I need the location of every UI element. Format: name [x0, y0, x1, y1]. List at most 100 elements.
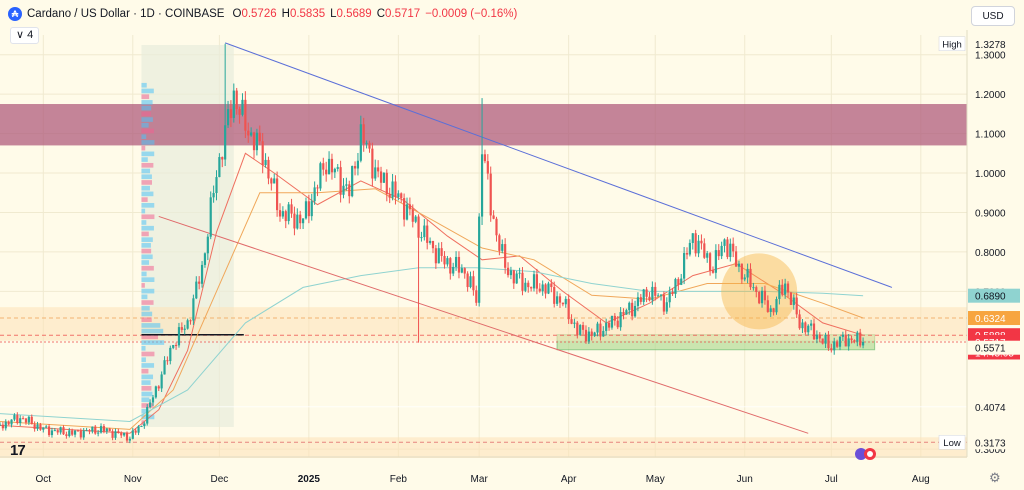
- candle-body: [47, 426, 51, 436]
- tradingview-logo[interactable]: 17: [10, 442, 26, 459]
- candle-body: [561, 302, 564, 305]
- candle-body: [198, 281, 201, 284]
- candle-body: [16, 415, 19, 424]
- settings-gear-icon[interactable]: ⚙: [989, 470, 1001, 485]
- candle-body: [674, 279, 677, 294]
- candle-body: [59, 427, 62, 433]
- candle-body: [267, 159, 270, 179]
- volume-profile-bar: [141, 122, 149, 128]
- volume-profile-bar: [141, 82, 147, 88]
- candle-body: [434, 248, 437, 264]
- y-tick-label: 1.0000: [975, 169, 1006, 180]
- candle-body: [224, 125, 227, 160]
- candle-body: [296, 214, 299, 229]
- volume-profile-bar: [141, 408, 147, 414]
- candle-body: [131, 430, 134, 439]
- candle-body: [166, 360, 169, 362]
- x-tick-label: Mar: [471, 474, 489, 485]
- candle-body: [330, 158, 334, 173]
- candle-body: [157, 386, 160, 389]
- volume-profile-bar: [141, 391, 153, 397]
- candle-body: [426, 225, 429, 243]
- ma-slow-line: [0, 267, 864, 423]
- candle-body: [688, 242, 691, 255]
- candle-body: [226, 109, 230, 126]
- price-marker-value: 0.6890: [975, 292, 1006, 303]
- candle-body: [509, 270, 513, 276]
- candle-body: [382, 172, 386, 183]
- currency-selector[interactable]: USD: [971, 6, 1015, 26]
- candle-body: [708, 253, 712, 271]
- candle-body: [417, 216, 420, 238]
- price-marker-value: 0.5571: [975, 344, 1006, 355]
- candle-body: [489, 173, 492, 216]
- candle-body: [368, 142, 371, 149]
- volume-profile-bar: [141, 185, 150, 191]
- candle-body: [651, 286, 654, 301]
- candle-body: [10, 419, 13, 425]
- candle-body: [238, 109, 241, 115]
- candle-body: [229, 109, 233, 118]
- price-marker-value: 0.3173: [975, 438, 1006, 449]
- price-marker-box: [968, 340, 1020, 355]
- candle-body: [405, 204, 409, 220]
- candle-body: [720, 245, 723, 257]
- volume-profile-bar: [141, 260, 150, 265]
- volume-profile-bar: [141, 294, 148, 300]
- ma-fast-line: [0, 152, 864, 434]
- candle-body: [567, 298, 570, 320]
- candle-body: [452, 266, 455, 274]
- price-axis-background: [967, 0, 1024, 490]
- symbol-title[interactable]: Cardano / US Dollar · 1D · COINBASE: [27, 8, 225, 20]
- candle-body: [114, 431, 117, 438]
- indicators-toggle-button[interactable]: ∨ 4: [10, 27, 40, 44]
- candle-body: [319, 163, 322, 189]
- candle-body: [313, 187, 316, 202]
- emoji-pin-icon[interactable]: [852, 446, 878, 462]
- candle-body: [79, 430, 82, 438]
- low-label: L: [330, 8, 337, 20]
- volume-profile-bar: [141, 168, 151, 174]
- candle-body: [186, 320, 189, 329]
- candle-body: [694, 233, 697, 254]
- candle-body: [128, 438, 131, 441]
- candle-body: [616, 320, 619, 328]
- candle-body: [847, 338, 850, 347]
- x-tick-label: May: [646, 474, 665, 485]
- candle-body: [102, 426, 106, 432]
- candle-body: [504, 244, 507, 268]
- candle-body: [532, 274, 536, 289]
- y-tick-label: 0.9000: [975, 208, 1006, 219]
- zone-resistance: [0, 104, 967, 146]
- candle-body: [524, 282, 527, 291]
- candle-body: [362, 124, 365, 144]
- candle-body: [333, 168, 336, 173]
- volume-profile-bar: [141, 300, 154, 305]
- candle-body: [518, 272, 521, 274]
- candle-body: [628, 302, 631, 311]
- low-value: 0.5689: [336, 8, 372, 20]
- candle-body: [443, 255, 446, 265]
- candle-body: [841, 334, 844, 337]
- candle-body: [420, 237, 423, 239]
- candle-body: [200, 264, 204, 284]
- cardano-logo-icon: ₳: [8, 7, 22, 21]
- volume-profile-bar: [141, 380, 151, 385]
- candle-body: [515, 273, 518, 284]
- candle-body: [547, 283, 550, 294]
- candle-body: [73, 430, 77, 435]
- candle-body: [654, 286, 657, 296]
- candle-body: [4, 421, 7, 429]
- candle-body: [812, 323, 816, 340]
- volume-profile-bar: [141, 214, 155, 220]
- candle-body: [636, 297, 640, 306]
- candle-body: [39, 424, 42, 430]
- candle-body: [769, 308, 772, 312]
- candle-body: [743, 277, 746, 280]
- candle-body: [356, 160, 360, 169]
- candle-body: [772, 308, 775, 313]
- candle-body: [668, 291, 671, 303]
- trendline-descending-resistance: [224, 42, 893, 288]
- candle-body: [189, 320, 192, 322]
